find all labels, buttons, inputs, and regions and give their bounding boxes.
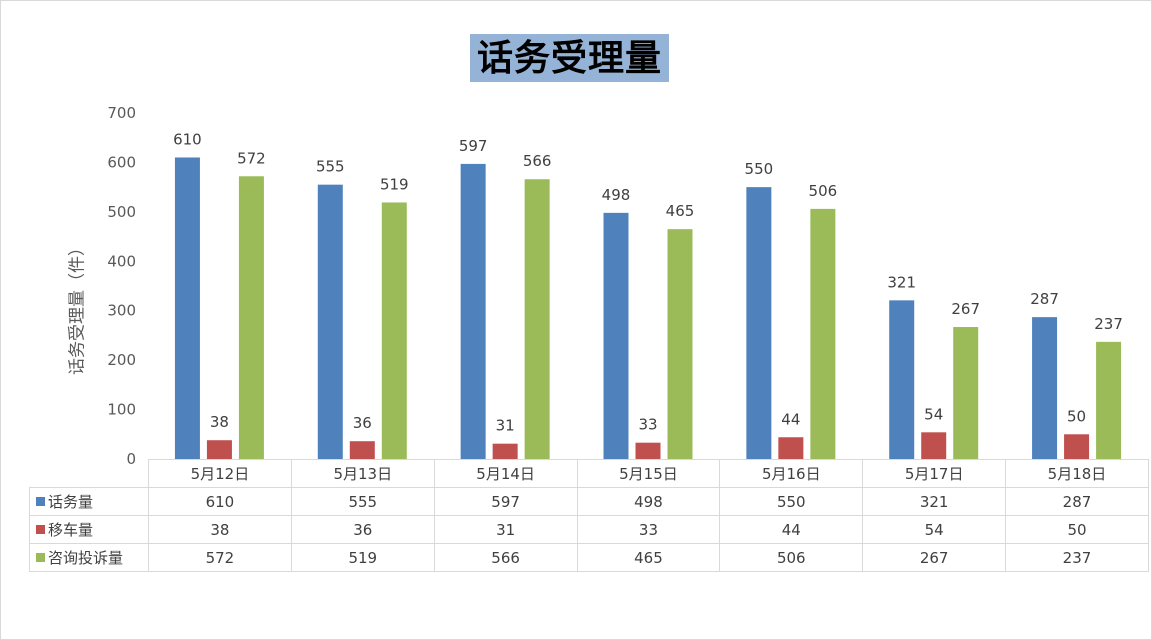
legend-series-name: 咨询投诉量	[48, 549, 124, 567]
bar	[206, 440, 232, 459]
bar-value-label: 465	[666, 202, 695, 220]
bar	[460, 163, 486, 459]
table-row: 咨询投诉量 572 519 566 465 506 267 237	[29, 543, 1149, 572]
x-category-label: 5月18日	[1005, 459, 1149, 488]
bar	[349, 441, 375, 459]
bar-value-label: 555	[316, 158, 345, 176]
table-cell: 506	[719, 543, 864, 572]
bar	[1064, 434, 1090, 459]
table-cell: 519	[290, 543, 435, 572]
bar-value-label: 33	[638, 416, 657, 434]
table-cell: 287	[1005, 487, 1149, 516]
bar-value-label: 54	[924, 405, 943, 423]
table-row: 话务量 610 555 597 498 550 321 287	[29, 487, 1149, 516]
bar	[889, 300, 915, 459]
bar-value-label: 321	[887, 273, 916, 291]
bar	[381, 202, 407, 460]
table-cell: 550	[719, 487, 864, 516]
table-row: 移车量 38 36 31 33 44 54 50	[29, 515, 1149, 544]
bar	[810, 208, 836, 459]
table-cell: 498	[576, 487, 721, 516]
y-tick-label: 700	[107, 104, 136, 122]
chart-title: 话务受理量	[470, 34, 669, 82]
bar-value-label: 267	[951, 300, 980, 318]
table-corner-cell	[29, 459, 149, 488]
x-category-label: 5月13日	[290, 459, 435, 488]
legend-entry: 话务量	[29, 487, 149, 516]
bar-value-label: 31	[496, 417, 515, 435]
bar-value-label: 498	[602, 186, 631, 204]
table-cell: 50	[1005, 515, 1149, 544]
bar	[746, 187, 772, 459]
y-tick-label: 0	[126, 450, 136, 468]
bar-value-label: 572	[237, 149, 266, 167]
bar-value-label: 287	[1030, 290, 1059, 308]
legend-series-name: 移车量	[48, 521, 94, 539]
table-header-row: 5月12日 5月13日 5月14日 5月15日 5月16日 5月17日 5月18日	[29, 459, 1149, 488]
bar	[635, 442, 661, 459]
legend-entry: 移车量	[29, 515, 149, 544]
y-tick-label: 100	[107, 401, 136, 419]
bar	[524, 179, 550, 459]
bar	[921, 432, 947, 459]
x-category-label: 5月14日	[433, 459, 578, 488]
x-category-label: 5月16日	[719, 459, 864, 488]
legend-key-swatch	[36, 497, 45, 506]
bar-value-label: 36	[353, 414, 372, 432]
bar-value-label: 610	[173, 130, 202, 148]
table-cell: 267	[862, 543, 1007, 572]
data-table: 5月12日 5月13日 5月14日 5月15日 5月16日 5月17日 5月18日话务量 61…	[29, 459, 1149, 572]
table-cell: 566	[433, 543, 578, 572]
y-tick-label: 400	[107, 252, 136, 270]
legend-series-name: 话务量	[48, 493, 94, 511]
table-cell: 555	[290, 487, 435, 516]
table-cell: 36	[290, 515, 435, 544]
legend-key-swatch	[36, 525, 45, 534]
bar-value-label: 38	[210, 413, 229, 431]
y-tick-label: 200	[107, 351, 136, 369]
bar-value-label: 237	[1094, 315, 1123, 333]
x-category-label: 5月12日	[148, 459, 292, 488]
bar-value-label: 44	[781, 410, 800, 428]
table-cell: 610	[148, 487, 292, 516]
bar-value-label: 519	[380, 175, 409, 193]
bar-value-label: 597	[459, 137, 488, 155]
table-cell: 597	[433, 487, 578, 516]
table-cell: 572	[148, 543, 292, 572]
table-cell: 31	[433, 515, 578, 544]
table-cell: 38	[148, 515, 292, 544]
y-tick-label: 500	[107, 203, 136, 221]
legend-entry: 咨询投诉量	[29, 543, 149, 572]
table-cell: 44	[719, 515, 864, 544]
bar-value-label: 506	[809, 182, 838, 200]
bar	[317, 184, 343, 459]
y-tick-label: 600	[107, 153, 136, 171]
bar	[492, 443, 518, 459]
bar	[1032, 317, 1058, 459]
bar	[778, 437, 804, 459]
bar	[667, 229, 693, 459]
bar	[1096, 341, 1122, 459]
bar	[603, 212, 629, 459]
table-cell: 465	[576, 543, 721, 572]
bar	[238, 176, 264, 460]
table-cell: 33	[576, 515, 721, 544]
x-category-label: 5月15日	[576, 459, 721, 488]
x-category-label: 5月17日	[862, 459, 1007, 488]
table-cell: 237	[1005, 543, 1149, 572]
bar	[953, 327, 979, 459]
y-tick-label: 300	[107, 302, 136, 320]
bar-value-label: 550	[745, 160, 774, 178]
table-cell: 321	[862, 487, 1007, 516]
bar-value-label: 566	[523, 152, 552, 170]
bar-value-label: 50	[1067, 407, 1086, 425]
legend-key-swatch	[36, 553, 45, 562]
table-cell: 54	[862, 515, 1007, 544]
bar	[174, 157, 200, 459]
